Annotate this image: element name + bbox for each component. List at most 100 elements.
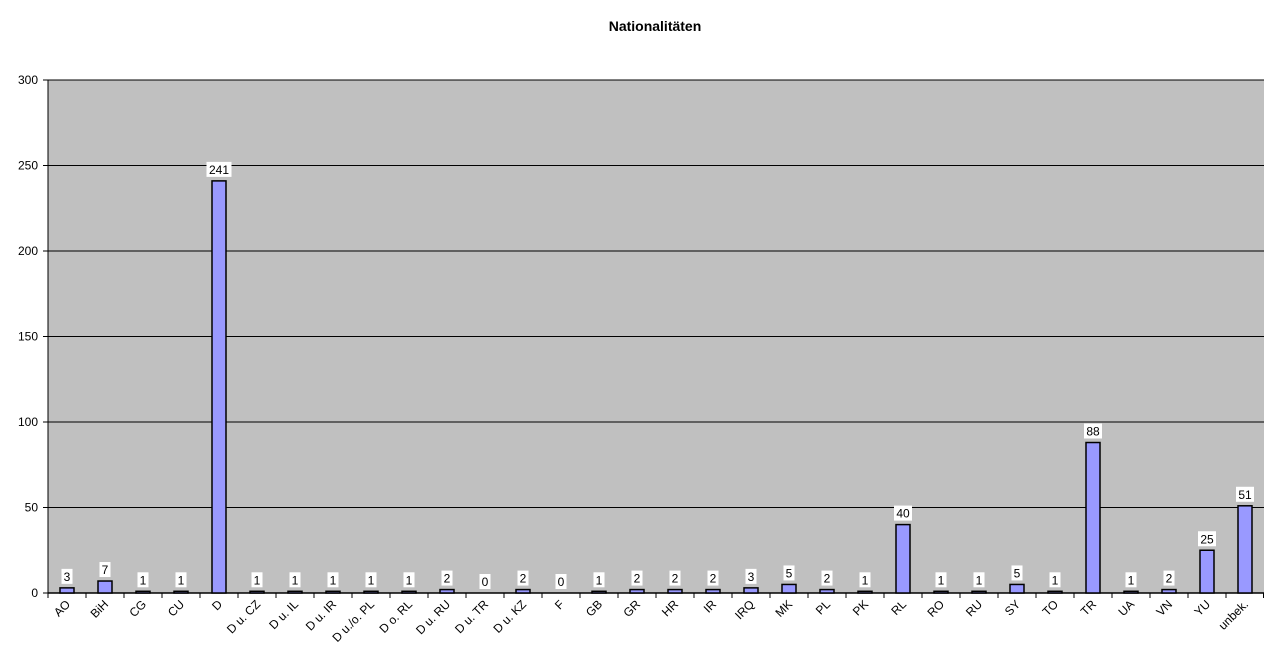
data-label: 2 [824, 572, 831, 586]
data-label: 40 [896, 507, 910, 521]
data-label: 5 [1014, 566, 1021, 580]
gridlines [48, 79, 1264, 508]
data-label: 2 [710, 572, 717, 586]
bar-rl [895, 523, 911, 594]
data-label: 1 [976, 573, 983, 587]
data-label-box [137, 572, 149, 588]
data-label-box [745, 568, 757, 584]
data-label-box [821, 570, 833, 586]
data-label-box [669, 570, 681, 586]
bar-unbek- [1237, 505, 1253, 594]
data-label: 3 [748, 570, 755, 584]
x-tick-label: D u. KZ [490, 597, 529, 636]
data-label: 0 [558, 575, 565, 589]
data-label-box [783, 565, 795, 581]
data-label-box [1049, 572, 1061, 588]
x-tick-label: MK [772, 597, 795, 620]
bar-d-u-o-pl [363, 590, 379, 594]
data-label-box [593, 572, 605, 588]
data-label: 0 [482, 575, 489, 589]
data-label-box [1163, 570, 1175, 586]
data-label-box [555, 574, 567, 589]
x-tick-label: RL [888, 597, 909, 618]
bar-ao [59, 587, 75, 594]
data-label-box [441, 570, 453, 586]
data-label: 2 [444, 572, 451, 586]
x-tick-label: TR [1078, 597, 1099, 618]
x-tick-label: IRQ [732, 597, 757, 622]
x-tick-label: HR [659, 597, 681, 619]
data-label-box [403, 572, 415, 588]
data-label: 1 [254, 573, 261, 587]
x-axis: AO BiH CG CU DD u. CZ D u. IL D u. IRD u./o. P… [47, 592, 1264, 645]
data-label-box [1084, 423, 1102, 439]
data-label: 2 [672, 572, 679, 586]
data-label-box [1125, 572, 1137, 588]
bars [59, 180, 1253, 594]
y-tick-label: 200 [18, 244, 38, 258]
x-tick-label: YU [1191, 597, 1213, 619]
bar-d-u-il [287, 590, 303, 594]
y-tick-label: 250 [18, 159, 38, 173]
bar-d-u-ru [439, 588, 455, 594]
x-tick-label: CU [165, 597, 187, 619]
x-tick-label: D u. CZ [224, 597, 263, 636]
y-tick-label: 100 [18, 415, 38, 429]
data-label: 2 [1166, 572, 1173, 586]
y-tick-label: 50 [25, 501, 39, 515]
bar-cg [135, 590, 151, 594]
x-tick-label: CG [126, 597, 149, 620]
data-label: 7 [102, 563, 109, 577]
bar-mk [781, 583, 797, 594]
data-label: 3 [64, 570, 71, 584]
data-label-box [479, 574, 491, 589]
data-label-box [99, 562, 111, 578]
data-label-box [631, 570, 643, 586]
x-tick-label: TO [1040, 597, 1062, 619]
bar-irq [743, 587, 759, 594]
bar-sy [1009, 583, 1025, 594]
x-tick-label: VN [1153, 597, 1175, 619]
data-label-box [894, 505, 912, 521]
data-label-box [517, 570, 529, 586]
data-label-box [1236, 486, 1254, 502]
y-tick-label: 0 [31, 586, 38, 600]
bar-d-u-cz [249, 590, 265, 594]
bar-yu [1199, 549, 1215, 594]
data-label-box [707, 570, 719, 586]
x-tick-label: D u. IR [303, 597, 340, 634]
x-tick-label: D u./o. PL [329, 597, 377, 645]
data-label-box [327, 572, 339, 588]
chart-title: Nationalitäten [609, 18, 702, 34]
x-tick-label: UA [1115, 597, 1137, 619]
data-label-box [1011, 565, 1023, 581]
data-label-box [935, 572, 947, 588]
data-label-box [61, 568, 73, 584]
data-label: 1 [330, 573, 337, 587]
x-tick-label: unbek. [1216, 597, 1251, 632]
bar-tr [1085, 441, 1101, 594]
x-tick-label: D u. IL [266, 597, 301, 632]
data-label: 1 [368, 573, 375, 587]
data-label: 1 [1052, 573, 1059, 587]
x-tick-label: GB [583, 597, 605, 619]
data-label: 2 [634, 572, 641, 586]
data-label: 1 [596, 573, 603, 587]
y-axis: 0 50 100 150 200 250 300 [18, 73, 49, 600]
data-label: 241 [209, 163, 229, 177]
data-label: 1 [938, 573, 945, 587]
data-label-box [1198, 531, 1216, 547]
x-tick-label: D u. TR [452, 597, 491, 636]
y-tick-label: 150 [18, 330, 38, 344]
bar-d [211, 180, 227, 594]
data-label: 1 [406, 573, 413, 587]
data-label-box [289, 572, 301, 588]
bar-gb [591, 590, 607, 594]
bar-d-u-kz [515, 588, 531, 594]
data-label: 1 [178, 573, 185, 587]
x-tick-label: GR [620, 597, 643, 620]
data-label-box [973, 572, 985, 588]
x-tick-label: D [209, 597, 225, 613]
